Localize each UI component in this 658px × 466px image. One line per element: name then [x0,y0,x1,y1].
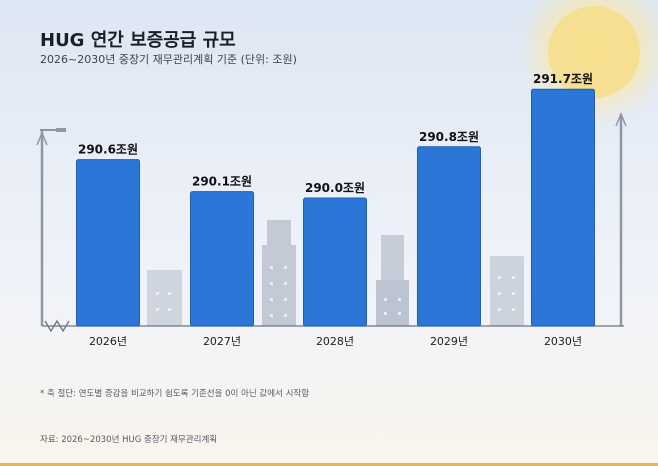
building-windows-decoration [156,266,515,317]
axis-break-footnote: * 축 절단: 연도별 증감을 비교하기 쉽도록 기준선을 0이 아닌 값에서 … [40,389,310,399]
bottom-accent-stripe [0,463,658,466]
bar-2029년 [417,146,481,327]
bar-value-label: 290.8조원 [419,130,479,144]
bar-value-label: 290.0조원 [305,181,365,195]
bar-value-label: 290.6조원 [78,143,138,157]
x-tick-label: 2026년 [89,335,127,348]
chart-title: HUG 연간 보증공급 규모 [40,30,236,51]
x-tick-label: 2027년 [203,335,241,348]
building-decoration [376,280,409,326]
bar-2026년 [76,159,140,327]
x-tick-label: 2028년 [316,335,354,348]
left-pole-decoration [36,128,66,326]
chart-subtitle: 2026~2030년 중장기 재무관리계획 기준 (단위: 조원) [40,53,297,66]
building-decoration [490,256,524,326]
bar-2028년 [303,197,367,327]
building-decoration [147,270,182,326]
x-tick-label: 2029년 [430,335,468,348]
building-decoration [262,245,296,326]
sun-decoration [548,6,640,98]
bar-2027년 [190,191,254,327]
bar-2030년 [531,88,595,327]
axis-break-mark [44,319,70,333]
x-tick-label: 2030년 [544,335,582,348]
bar-value-label: 290.1조원 [192,175,252,189]
bar-value-label: 291.7조원 [533,72,593,86]
building-decoration [381,235,404,281]
source-note: 자료: 2026~2030년 HUG 중장기 재무관리계획 [40,435,218,445]
building-decoration [267,220,291,246]
right-pole-decoration [615,112,627,326]
